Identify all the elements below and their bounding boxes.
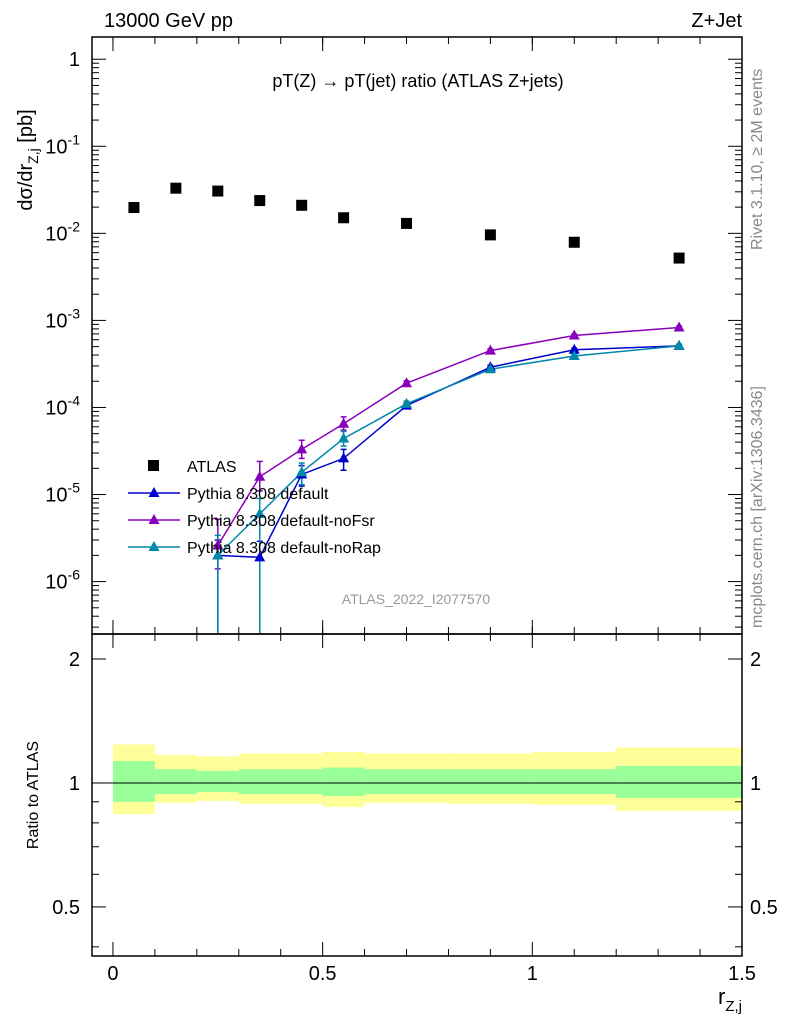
legend-marker (148, 514, 160, 524)
y-tick-label: 10-2​ (45, 218, 80, 245)
series-marker (296, 443, 308, 454)
error-bars (214, 325, 683, 634)
y-tick-label: 10-1​ (45, 131, 80, 158)
series-marker (568, 329, 580, 340)
data-point (338, 212, 350, 224)
series-line (217, 345, 680, 556)
ratio-y-tick-label-right: 1 (750, 773, 761, 795)
legend: ATLAS Pythia 8.308 default Pythia 8.308 de… (128, 459, 381, 557)
x-tick-label: 0.5 (309, 963, 337, 985)
x-axis: 0 0.5 1 1.5rZ,j​ (107, 634, 756, 1015)
x-tick-label: 0 (107, 963, 118, 985)
series-marker (568, 343, 580, 354)
series-marker (254, 507, 266, 518)
series-marker (484, 344, 496, 355)
y-tick-label: 10-5​ (45, 480, 80, 507)
stat-uncertainty-band (238, 769, 323, 795)
y-axis-title: dσ/drZ,j​ [pb] (15, 109, 41, 210)
stat-uncertainty-band (448, 769, 533, 795)
series-marker (338, 432, 350, 443)
stat-uncertainty-band (616, 765, 742, 798)
header-right: Z+Jet (691, 10, 742, 32)
y-tick-label: 10-6​ (45, 567, 80, 594)
chart-title: pT(Z) → pT(jet) ratio (ATLAS Z+jets) (272, 71, 563, 91)
legend-label: Pythia 8.308 default-noRap (187, 540, 381, 557)
data-points (128, 182, 685, 562)
series-marker (254, 470, 266, 481)
series-marker (401, 377, 413, 388)
data-point (170, 182, 182, 194)
rivet-label: Rivet 3.1.10, ≥ 2M events (749, 69, 766, 250)
data-point (568, 236, 580, 248)
legend-label: Pythia 8.308 default-noFsr (187, 513, 375, 530)
series-marker (568, 350, 580, 361)
series-line (217, 345, 680, 559)
stat-uncertainty-band (322, 767, 365, 796)
legend-label: ATLAS (187, 459, 237, 476)
legend-marker (148, 541, 160, 551)
ratio-panel: 0.5 0.5 1 1 2 2 Ratio to ATLAS 0 0.5 1 1.5rZ,j​ (25, 633, 778, 1015)
data-point (401, 217, 413, 229)
y-tick-label: 10-3​ (45, 305, 80, 332)
series-marker (673, 339, 685, 350)
series-marker (254, 551, 266, 562)
stat-uncertainty-band (532, 769, 617, 795)
series-marker (212, 539, 224, 550)
stat-uncertainty-band (364, 769, 449, 795)
series-marker (212, 549, 224, 560)
series-marker (673, 321, 685, 332)
ratio-y-tick-label: 0.5 (52, 897, 80, 919)
x-tick-label: 1 (527, 963, 538, 985)
ratio-frame (91, 633, 743, 957)
uncertainty-bands (112, 744, 742, 815)
mcplots-label: mcplots.cern.ch [arXiv:1306.3436] (749, 386, 766, 628)
data-point (128, 202, 140, 214)
legend-marker (148, 487, 160, 497)
legend-marker (148, 460, 159, 471)
header-left: 13000 GeV pp (104, 10, 233, 32)
data-point (296, 199, 308, 211)
data-point (484, 229, 496, 241)
legend-label: Pythia 8.308 default (187, 486, 329, 503)
x-axis-title: rZ,j​ (718, 984, 742, 1015)
y-tick-label: 1 (69, 49, 80, 71)
series-marker (401, 397, 413, 408)
mc-lines (217, 326, 680, 559)
ratio-y-tick-label-right: 2 (750, 649, 761, 671)
ratio-y-tick-label-right: 0.5 (750, 897, 778, 919)
y-tick-label: 10-4​ (45, 392, 80, 419)
data-point (254, 195, 266, 207)
series-marker (338, 452, 350, 463)
stat-uncertainty-band (112, 761, 155, 802)
x-tick-label: 1.5 (728, 963, 756, 985)
series-marker (296, 466, 308, 477)
ratio-y-tick-label: 1 (69, 773, 80, 795)
data-point (212, 185, 224, 197)
main-axis-ticks: 10-6​ 10-5​ 10-4​ 10-3​ 10-2​ 10-1​ 1 (45, 37, 743, 634)
series-marker (338, 417, 350, 428)
analysis-id: ATLAS_2022_I2077570 (342, 591, 491, 607)
ratio-y-tick-label: 2 (69, 649, 80, 671)
ratio-y-axis-title: Ratio to ATLAS (25, 741, 42, 849)
ratio-axis-ticks: 0.5 0.5 1 1 2 2 (52, 649, 778, 948)
series-line (217, 326, 680, 546)
stat-uncertainty-band (196, 770, 239, 793)
stat-uncertainty-band (154, 769, 197, 795)
series-marker (484, 363, 496, 374)
main-panel: 10-6​ 10-5​ 10-4​ 10-3​ 10-2​ 10-1​ 1 pT(Z) → … (15, 36, 743, 635)
data-point (673, 252, 685, 264)
